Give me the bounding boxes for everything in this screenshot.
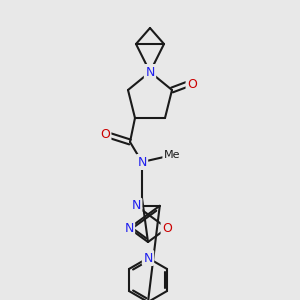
Text: N: N (124, 222, 134, 235)
Text: O: O (162, 222, 172, 235)
Text: N: N (145, 65, 155, 79)
Text: N: N (143, 251, 153, 265)
Text: O: O (100, 128, 110, 140)
Text: N: N (137, 155, 147, 169)
Text: O: O (187, 77, 197, 91)
Text: N: N (132, 199, 141, 212)
Text: Me: Me (164, 150, 180, 160)
